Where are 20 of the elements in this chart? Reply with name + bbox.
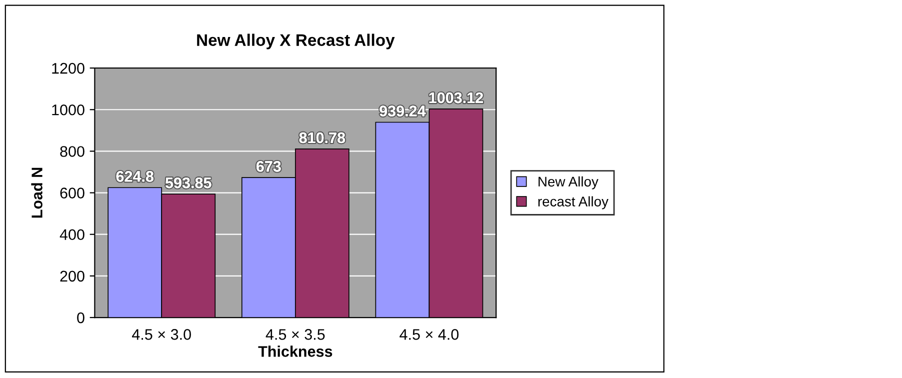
x-tick-label: 4.5 × 4.0	[400, 329, 459, 340]
y-tick-label: 0	[77, 312, 84, 324]
x-axis-title: Thickness	[258, 346, 332, 357]
y-tick-label: 200	[60, 270, 84, 282]
legend-label: New Alloy	[538, 176, 598, 190]
x-tick-label: 4.5 × 3.5	[266, 329, 325, 340]
y-tick-label: 1200	[52, 62, 84, 74]
chart-title: New Alloy X Recast Alloy	[197, 34, 395, 50]
y-tick-label: 600	[60, 188, 84, 198]
y-axis-title: Load N	[31, 168, 42, 218]
data-label: 810.78	[299, 132, 346, 144]
data-label: 624.8	[116, 171, 154, 182]
y-tick-label: 400	[60, 229, 84, 240]
data-label: 673	[256, 160, 281, 172]
legend-label: recast Alloy	[538, 196, 608, 210]
data-label: 1003.12	[429, 92, 483, 104]
y-tick-label: 1000	[52, 104, 84, 116]
x-tick-label: 4.5 × 3.0	[132, 329, 191, 340]
data-label: 593.85	[165, 177, 212, 188]
y-tick-label: 800	[60, 146, 84, 157]
